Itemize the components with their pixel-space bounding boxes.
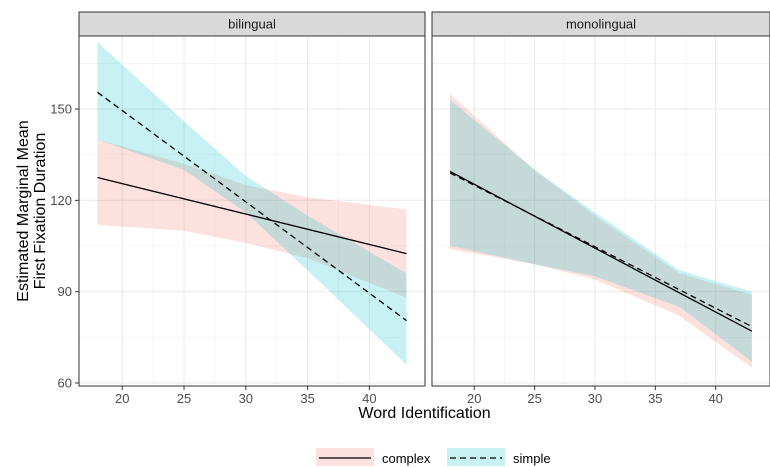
y-tick-label: 150	[50, 102, 72, 117]
x-tick-label: 40	[362, 391, 376, 406]
legend-label-simple: simple	[513, 451, 551, 466]
y-tick-label: 90	[58, 284, 72, 299]
x-tick-label: 30	[588, 391, 602, 406]
x-tick-label: 40	[708, 391, 722, 406]
x-tick-label: 25	[177, 391, 191, 406]
series-line-complex	[449, 170, 753, 332]
x-tick-label: 20	[467, 391, 481, 406]
legend-key-simple	[447, 448, 505, 466]
y-tick-label: 120	[50, 193, 72, 208]
legend-key-complex	[316, 448, 374, 466]
y-axis-title-line: First Fixation Duration	[32, 133, 49, 290]
panel-bilingual: bilingual 20 25 30 35 40 60 90 120 150	[50, 11, 426, 406]
y-axis-title: Estimated Marginal MeanFirst Fixation Du…	[15, 120, 49, 301]
x-axis-title: Word Identification	[358, 405, 490, 422]
series-line-complex	[97, 176, 407, 255]
facet-label-bilingual: bilingual	[228, 17, 276, 32]
panel-monolingual: monolingual 20 25 30 35 40	[431, 11, 770, 406]
panel-border	[431, 35, 770, 387]
legend: complex simple	[316, 448, 551, 466]
ribbon-complex	[450, 93, 752, 368]
x-tick-label: 35	[648, 391, 662, 406]
series-line-simple	[449, 172, 753, 328]
y-tick-label: 60	[58, 375, 72, 390]
ribbon-simple	[97, 42, 407, 365]
facet-strip-bilingual	[78, 11, 426, 37]
series-line-simple	[97, 91, 407, 322]
x-tick-label: 25	[527, 391, 541, 406]
x-tick-label: 35	[300, 391, 314, 406]
ribbon-complex	[97, 139, 407, 298]
panel-background	[432, 36, 770, 386]
facet-label-monolingual: monolingual	[566, 17, 636, 32]
ribbon-simple	[450, 99, 752, 362]
facet-strip-monolingual	[431, 11, 770, 37]
panel-border	[78, 35, 426, 387]
x-tick-label: 30	[239, 391, 253, 406]
panel-background	[79, 36, 425, 386]
x-tick-label: 20	[115, 391, 129, 406]
y-axis-title-line: Estimated Marginal Mean	[15, 120, 32, 301]
legend-label-complex: complex	[382, 451, 431, 466]
